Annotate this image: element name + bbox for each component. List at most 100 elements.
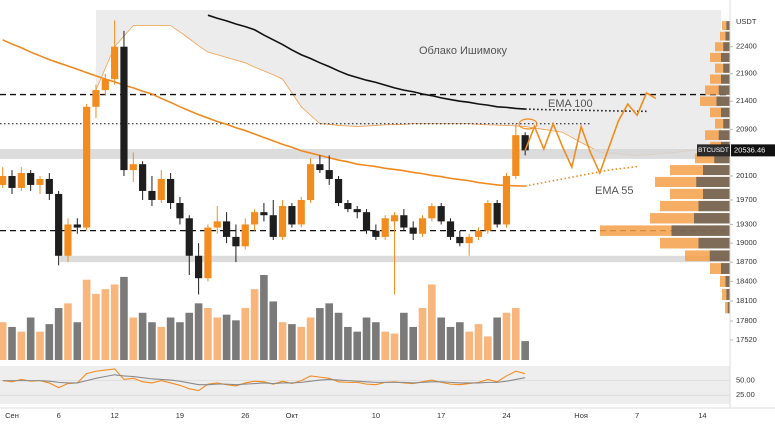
volume-bar — [241, 308, 250, 360]
volume-profile-bar — [710, 74, 730, 84]
x-tick-label: 14 — [698, 411, 706, 420]
candle-body — [428, 206, 436, 219]
volume-profile-bar — [705, 85, 730, 95]
candle-body — [512, 135, 520, 176]
volume-bar — [185, 312, 194, 360]
candle-body — [92, 90, 100, 107]
candle-body — [195, 255, 203, 279]
y-tick-label: 19700 — [736, 195, 757, 204]
candle-body — [241, 224, 249, 247]
volume-bar — [446, 326, 455, 360]
candle-body — [0, 175, 7, 185]
volume-bar — [418, 308, 427, 360]
candle-body — [353, 209, 361, 213]
volume-profile-core — [725, 275, 730, 287]
candle-body — [465, 236, 473, 244]
volume-profile-core — [696, 176, 730, 187]
volume-profile-core — [709, 250, 730, 262]
volume-profile-core — [703, 165, 730, 176]
volume-bar — [101, 289, 110, 360]
volume-profile-core — [725, 31, 730, 41]
candle-body — [278, 206, 287, 237]
candle-body — [111, 46, 119, 80]
volume-bar — [502, 312, 511, 360]
volume-bar — [297, 326, 306, 360]
cloud-label: Облако Ишимоку — [419, 45, 508, 57]
volume-profile-bar — [660, 200, 730, 212]
candle-body — [400, 215, 408, 228]
volume-profile-bar — [722, 21, 730, 31]
volume-bar — [428, 284, 436, 360]
volume-bar — [316, 308, 324, 360]
candle-body — [139, 164, 147, 191]
volume-bar — [484, 336, 492, 360]
volume-bar — [26, 317, 35, 360]
volume-profile-core — [727, 302, 730, 314]
candle-body — [260, 212, 268, 216]
volume-profile-bar — [720, 31, 730, 41]
candle-body — [484, 203, 492, 231]
volume-bar — [54, 308, 63, 360]
volume-profile-core — [721, 107, 730, 118]
y-tick-label: 17520 — [736, 335, 757, 344]
volume-bar — [250, 289, 259, 360]
candle-body — [493, 203, 501, 225]
symbol-tag-bg — [697, 144, 730, 157]
volume-bar — [148, 322, 156, 360]
candle-body — [456, 236, 464, 244]
candle-body — [362, 212, 371, 231]
y-tick-label: 21400 — [736, 96, 757, 105]
y-tick-label: 17800 — [736, 316, 757, 325]
volume-bar — [381, 331, 389, 360]
volume-bar — [409, 326, 417, 360]
candle-body — [45, 178, 53, 194]
volume-bar — [204, 308, 212, 360]
volume-profile-core — [718, 85, 730, 95]
volume-bar — [353, 331, 362, 360]
osc-tick-label: 25.00 — [736, 390, 755, 399]
volume-bar — [390, 333, 399, 360]
candle-body — [55, 193, 63, 256]
volume-profile-bar — [650, 213, 730, 224]
volume-bar — [64, 303, 72, 360]
volume-profile-bar — [685, 250, 730, 262]
oscillator — [0, 368, 730, 396]
volume-bar — [521, 341, 529, 360]
volume-profile-bar — [722, 288, 730, 301]
volume-profile-core — [671, 225, 730, 236]
ema-line — [2, 39, 526, 187]
volume-profile-core — [721, 74, 730, 84]
volume-bar — [17, 331, 26, 360]
volume-bar — [176, 322, 184, 360]
volume-panel — [0, 275, 529, 360]
volume-bar — [222, 314, 231, 360]
candle-body — [232, 236, 240, 247]
candle-body — [73, 224, 81, 228]
volume-profile-bar — [715, 42, 730, 52]
y-tick-label: 19300 — [736, 219, 757, 228]
x-tick-label: 6 — [57, 411, 61, 420]
volume-bar — [306, 317, 315, 360]
volume-profile-core — [723, 42, 730, 52]
volume-profile-bar — [655, 176, 730, 187]
volume-profile-core — [723, 63, 730, 73]
volume-bar — [120, 276, 128, 360]
x-tick-label: Сен — [5, 411, 19, 420]
volume-profile-bar — [710, 263, 730, 274]
price-tag-bg — [731, 144, 775, 157]
volume-bar — [278, 322, 287, 360]
candle-body — [17, 173, 25, 188]
volume-bar — [232, 320, 240, 360]
volume-bar — [157, 326, 166, 360]
volume-bar — [493, 317, 501, 360]
volume-profile-bar — [715, 63, 730, 73]
candle-body — [148, 190, 156, 200]
x-tick-label: 12 — [110, 411, 118, 420]
ichimoku-cloud — [95, 10, 722, 156]
forecast-path — [524, 91, 657, 176]
candle-body — [120, 46, 128, 171]
candle-body — [27, 173, 35, 185]
volume-bar — [129, 317, 138, 360]
candle-body — [502, 175, 511, 225]
